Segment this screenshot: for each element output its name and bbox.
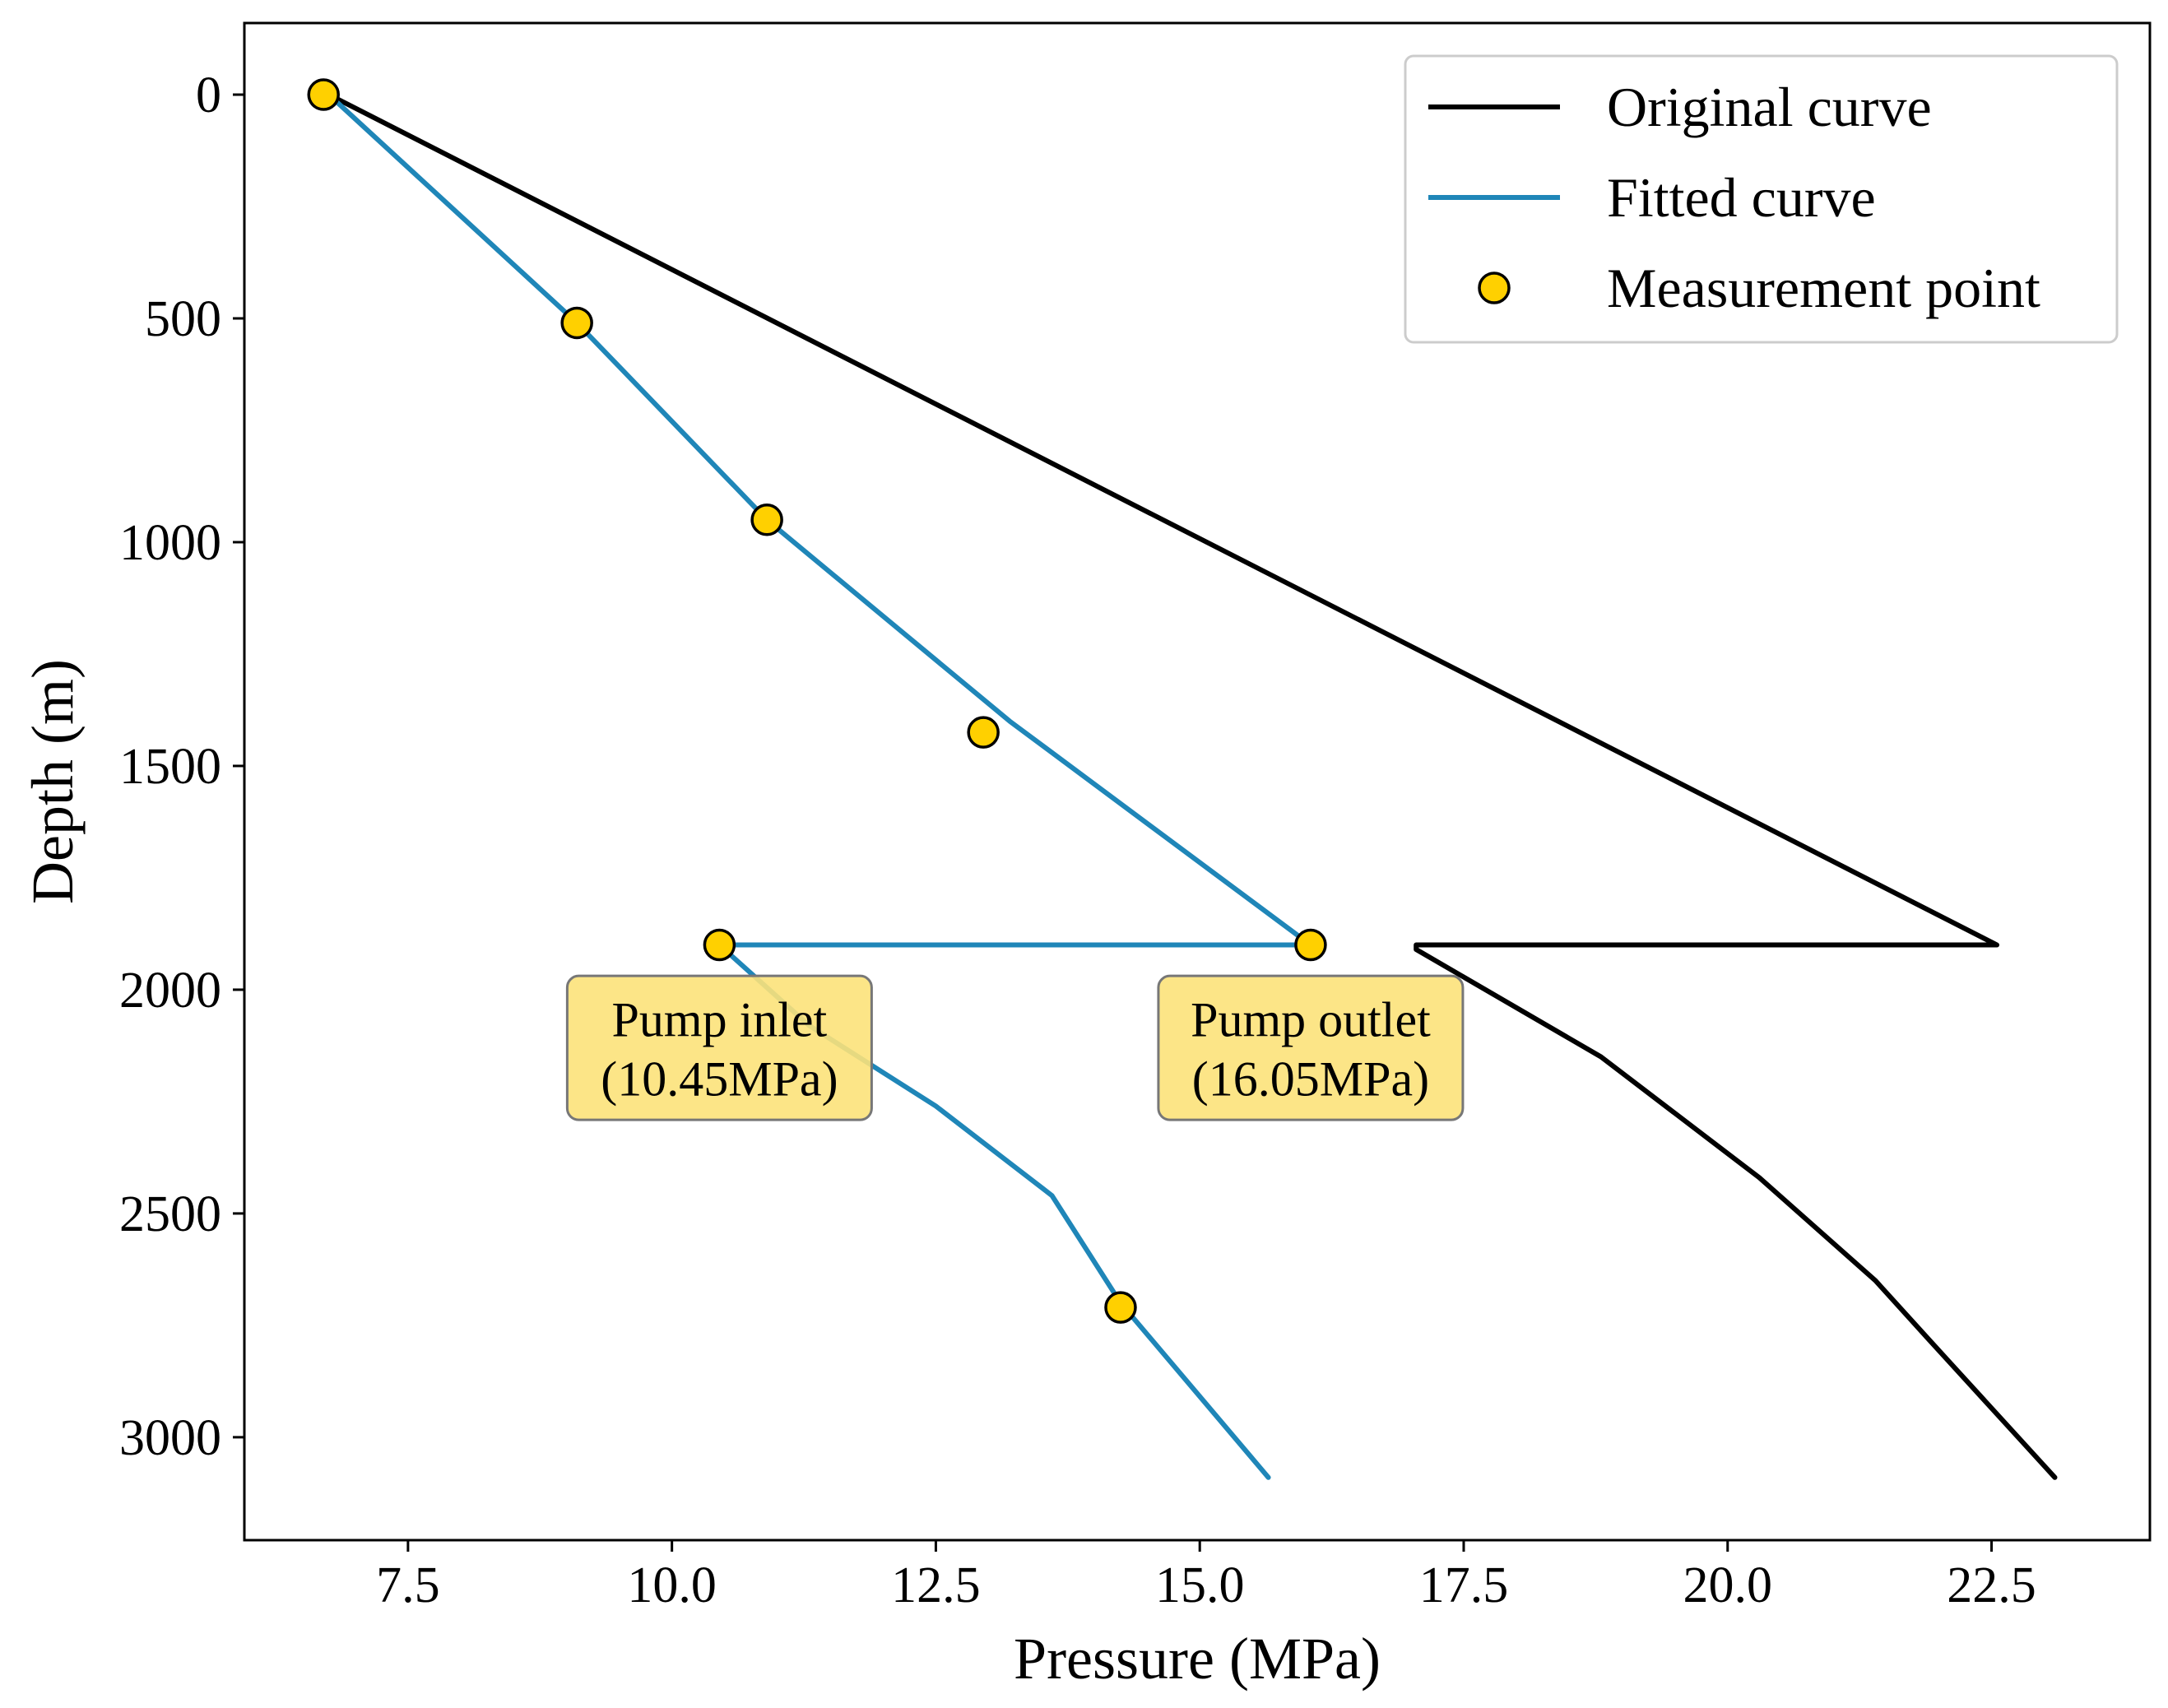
measurement-point — [750, 504, 783, 536]
pump-inlet-annotation-text: (10.45MPa) — [601, 1052, 838, 1107]
legend-swatch-measurement-point — [1478, 272, 1511, 304]
measurement-point — [1294, 928, 1327, 962]
x-axis: 7.5 10.0 12.5 15.0 17.5 20.0 22.5 — [376, 1540, 2036, 1613]
x-tick-label: 10.0 — [627, 1557, 717, 1613]
x-axis-title: Pressure (MPa) — [1014, 1626, 1381, 1692]
x-tick-label: 20.0 — [1683, 1557, 1773, 1613]
legend-label-original-curve: Original curve — [1607, 76, 1932, 138]
pump-outlet-annotation-text: Pump outlet — [1191, 993, 1431, 1047]
pump-inlet-annotation-text: Pump inlet — [612, 993, 828, 1047]
y-tick-label: 500 — [145, 291, 221, 347]
x-tick-label: 7.5 — [376, 1557, 440, 1613]
pump-inlet-annotation-box — [565, 974, 873, 1121]
measurement-point — [967, 716, 1000, 749]
measurement-point — [307, 78, 340, 111]
measurement-point — [703, 928, 736, 962]
y-tick-label: 2500 — [119, 1186, 221, 1242]
points-layer — [307, 78, 1327, 1324]
x-tick-label: 22.5 — [1947, 1557, 2036, 1613]
legend-label-measurement-point: Measurement point — [1607, 257, 2040, 319]
x-tick-label: 17.5 — [1419, 1557, 1509, 1613]
measurement-point — [1104, 1291, 1137, 1324]
legend-box — [1404, 54, 2119, 344]
y-axis: 0 500 1000 1500 2000 2500 3000 — [119, 67, 244, 1466]
legend: Original curve Fitted curve Measurement po… — [1404, 54, 2119, 344]
annotation-layer: Pump inlet(10.45MPa) Pump outlet(16.05MPa… — [565, 974, 1465, 1121]
legend-label-fitted-curve: Fitted curve — [1607, 166, 1876, 229]
y-tick-label: 1500 — [119, 739, 221, 795]
plot-frame — [243, 21, 2152, 1542]
y-tick-label: 2000 — [119, 963, 221, 1019]
y-tick-label: 3000 — [119, 1410, 221, 1466]
x-tick-label: 12.5 — [891, 1557, 981, 1613]
y-tick-label: 0 — [196, 67, 221, 123]
pump-outlet-annotation-text: (16.05MPa) — [1192, 1052, 1429, 1107]
pump-outlet-annotation-box — [1157, 974, 1465, 1121]
series-line-original-curve — [326, 92, 2058, 1480]
y-axis-title: Depth (m) — [20, 659, 86, 904]
measurement-point — [560, 306, 593, 340]
y-tick-label: 1000 — [119, 515, 221, 571]
x-tick-label: 15.0 — [1155, 1557, 1245, 1613]
